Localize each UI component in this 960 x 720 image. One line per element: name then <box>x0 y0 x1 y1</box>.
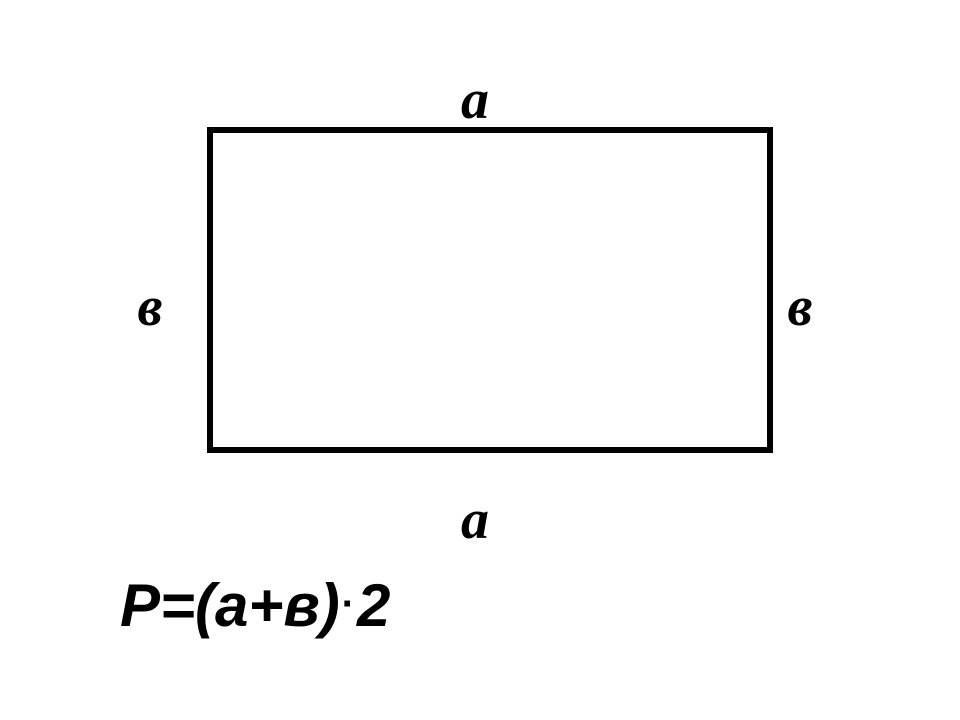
formula-dot: · <box>342 582 355 626</box>
label-left: в <box>137 276 162 338</box>
formula-prefix: Р=(а+в) <box>120 572 340 639</box>
perimeter-diagram: а а в в Р=(а+в)·2 <box>0 0 960 720</box>
label-right: в <box>787 276 812 338</box>
formula-suffix: 2 <box>356 572 390 639</box>
label-top: а <box>461 69 489 131</box>
label-bottom: а <box>461 489 489 551</box>
